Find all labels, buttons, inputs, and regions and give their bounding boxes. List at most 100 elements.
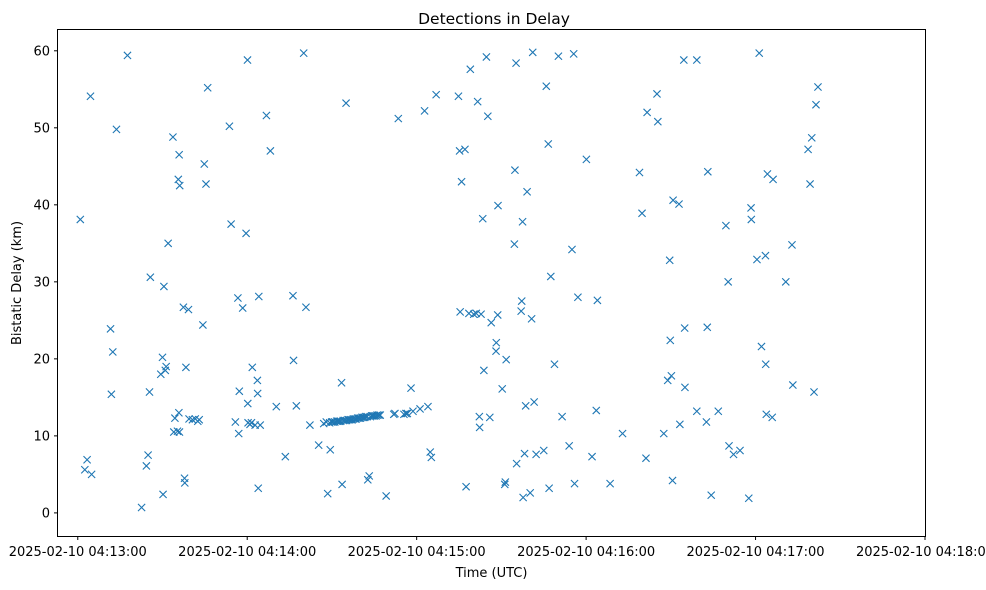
data-points <box>76 48 822 512</box>
data-point <box>203 83 212 92</box>
data-point <box>108 347 117 356</box>
data-point <box>729 450 738 459</box>
y-axis: 0 10 20 30 40 50 60 <box>33 44 58 521</box>
data-point <box>510 166 519 175</box>
data-point <box>225 122 234 131</box>
data-point <box>254 292 263 301</box>
data-point <box>680 383 689 392</box>
data-point <box>725 441 733 450</box>
data-point <box>332 417 341 426</box>
data-point <box>174 175 183 184</box>
data-point <box>107 390 116 399</box>
data-point <box>416 404 425 413</box>
data-point <box>721 221 730 230</box>
data-point <box>420 106 429 115</box>
data-point <box>558 412 567 421</box>
data-point <box>180 478 189 487</box>
data-point <box>747 215 756 224</box>
data-point <box>184 305 193 314</box>
data-point <box>390 409 399 418</box>
y-tick-label: 30 <box>33 275 50 290</box>
data-point <box>301 303 310 312</box>
data-point <box>512 459 521 468</box>
data-point <box>175 150 184 159</box>
data-point <box>668 476 677 485</box>
data-point <box>456 307 465 316</box>
data-point <box>567 245 576 254</box>
data-point <box>201 180 210 189</box>
data-point <box>238 304 247 313</box>
data-point <box>761 251 770 260</box>
data-point <box>403 409 412 418</box>
data-point <box>144 451 153 460</box>
data-point <box>485 413 494 422</box>
data-point <box>500 480 509 489</box>
data-point <box>162 362 171 371</box>
data-point <box>173 427 182 436</box>
data-point <box>432 90 441 99</box>
data-point <box>256 421 265 430</box>
data-point <box>423 402 432 411</box>
data-point <box>702 418 711 427</box>
y-tick-label: 60 <box>33 44 50 59</box>
data-point <box>243 56 252 65</box>
x-tick-label: 2025-02-10 04:17:00 <box>687 545 825 560</box>
data-point <box>659 429 668 438</box>
data-point <box>498 384 507 393</box>
data-point <box>142 461 151 470</box>
data-point <box>482 52 491 61</box>
data-point <box>188 415 197 424</box>
x-tick-label: 2025-02-10 04:13:00 <box>9 545 147 560</box>
data-point <box>675 200 684 209</box>
x-tick-label: 2025-02-10 04:14:00 <box>178 545 316 560</box>
data-point <box>546 272 555 281</box>
data-point <box>326 445 335 454</box>
data-point <box>266 146 275 155</box>
data-point <box>112 125 121 134</box>
data-point <box>539 446 548 455</box>
data-point <box>462 482 471 491</box>
data-point <box>703 323 712 332</box>
data-point <box>788 381 797 390</box>
data-point <box>554 52 563 61</box>
y-tick-label: 20 <box>33 352 50 367</box>
data-point <box>234 429 243 438</box>
data-point <box>253 376 262 385</box>
data-point <box>243 399 252 408</box>
data-point <box>618 429 627 438</box>
chart-title: Detections in Delay <box>418 10 570 28</box>
data-point <box>520 449 529 458</box>
data-point <box>479 366 488 375</box>
data-point <box>517 297 526 306</box>
data-point <box>254 484 263 493</box>
data-point <box>769 175 778 184</box>
x-tick-label: 2025-02-10 04:18:00 <box>856 545 986 560</box>
data-point <box>473 97 482 106</box>
data-point <box>454 92 463 101</box>
data-point <box>703 167 712 176</box>
data-point <box>374 411 383 420</box>
data-point <box>526 488 535 497</box>
y-axis-label: Bistatic Delay (km) <box>10 221 25 345</box>
data-point <box>289 356 298 365</box>
data-point <box>510 240 519 249</box>
data-point <box>804 145 813 154</box>
data-point <box>247 418 256 427</box>
y-tick-label: 40 <box>33 198 50 213</box>
data-point <box>409 407 417 416</box>
data-point <box>478 214 487 223</box>
data-point <box>299 49 308 58</box>
x-axis-label: Time (UTC) <box>455 566 528 581</box>
data-point <box>145 387 154 396</box>
data-point <box>469 310 478 319</box>
data-point <box>337 378 346 387</box>
data-point <box>692 56 701 65</box>
data-point <box>807 133 816 142</box>
data-point <box>158 353 167 362</box>
data-point <box>582 155 591 164</box>
data-point <box>475 423 484 432</box>
data-point <box>407 384 416 393</box>
data-point <box>545 484 554 493</box>
data-point <box>787 240 796 249</box>
data-point <box>80 465 89 474</box>
